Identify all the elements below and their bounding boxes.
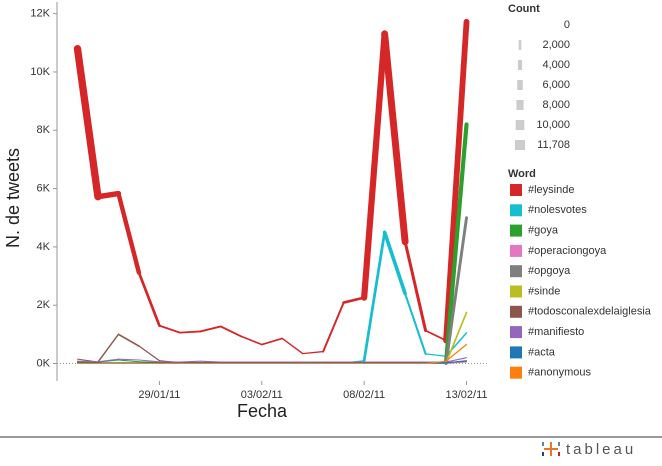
legend-label: #goya (528, 225, 559, 237)
line-segment (260, 337, 284, 346)
x-tick-label: 29/01/11 (138, 389, 180, 401)
line-segment (443, 122, 469, 365)
line-segment (97, 358, 119, 363)
color-legend-title: Word (508, 168, 536, 180)
line-segment (443, 18, 470, 344)
line-segment (240, 335, 263, 346)
legend-swatch (510, 346, 522, 359)
legend-label: #todosconalexdelaiglesia (528, 306, 652, 318)
line-segment (219, 325, 243, 338)
legend-swatch (510, 305, 522, 318)
line-segment (138, 345, 161, 362)
line-segment (381, 30, 409, 246)
line-segment (302, 350, 324, 355)
y-axis-title: N. de tweets (3, 148, 23, 248)
series (76, 360, 468, 364)
y-tick-label: 10K (30, 66, 50, 78)
line-segment (158, 324, 181, 334)
legend-swatch (510, 204, 522, 217)
legend-swatch (510, 366, 522, 379)
line-segment (444, 216, 468, 365)
line-segment (362, 230, 387, 362)
line-segment (116, 191, 142, 275)
line-segment (138, 361, 160, 363)
x-tick-label: 08/02/11 (343, 389, 385, 401)
line-segment (117, 333, 140, 347)
legend-label: #manifiesto (528, 326, 584, 338)
line-segment (424, 329, 447, 342)
line-segment (76, 360, 99, 363)
size-legend-label: 6,000 (542, 79, 570, 91)
line-segment (322, 301, 345, 353)
line-segment (445, 357, 468, 363)
line-segment (199, 325, 222, 333)
legend-swatch (510, 244, 522, 257)
y-tick-label: 2K (37, 299, 51, 311)
y-tick-label: 0K (37, 357, 51, 369)
size-legend-label: 8,000 (542, 99, 570, 111)
line-segment (117, 358, 140, 361)
series (73, 18, 470, 355)
size-legend-label: 11,708 (537, 139, 570, 151)
line-segment (445, 343, 468, 362)
logo-text: tableau (566, 441, 636, 458)
line-segment (382, 230, 407, 296)
x-tick-label: 03/02/11 (241, 389, 283, 401)
legend-swatch (510, 184, 522, 196)
line-segment (342, 296, 366, 304)
legend-swatch (510, 285, 522, 298)
size-legend-label: 2,000 (542, 39, 570, 51)
legend-swatch (510, 326, 522, 339)
legend-label: #nolesvotes (528, 204, 587, 216)
legend-label: #opgoya (528, 265, 571, 277)
legend-label: #operaciongoya (528, 245, 607, 257)
line-segment (361, 30, 388, 301)
size-legend-label: 0 (564, 19, 570, 31)
logo-mark (542, 442, 560, 456)
legend-swatch (510, 224, 522, 237)
line-segment (403, 240, 428, 333)
size-legend-label: 4,000 (542, 59, 570, 71)
legend-label: #leysinde (528, 184, 574, 196)
line-segment (97, 333, 120, 363)
size-legend-label: 10,000 (536, 119, 570, 131)
line-segment (445, 360, 468, 364)
line-segment (117, 359, 140, 363)
line-segment (178, 330, 202, 334)
line-segment (445, 311, 468, 364)
line-segment (73, 44, 102, 201)
line-segment (137, 271, 161, 327)
line-segment (138, 359, 160, 363)
line-segment (445, 361, 468, 365)
logo: tableau (542, 441, 636, 458)
line-segment (281, 337, 304, 355)
line-segment (199, 360, 222, 363)
y-tick-label: 6K (37, 182, 51, 194)
line-segment (404, 292, 427, 355)
line-segment (179, 360, 201, 363)
x-axis-title: Fecha (237, 401, 288, 421)
y-tick-label: 12K (30, 8, 50, 20)
line-segment (424, 353, 447, 357)
x-tick-label: 13/02/11 (446, 389, 488, 401)
line-segment (95, 190, 122, 200)
legend-label: #anonymous (528, 367, 591, 379)
legend-label: #acta (528, 346, 556, 358)
y-tick-label: 4K (37, 241, 51, 253)
legend-swatch (510, 265, 522, 278)
line-segment (425, 360, 447, 365)
legend-label: #sinde (528, 285, 560, 297)
y-tick-label: 8K (37, 124, 51, 136)
size-legend-title: Count (508, 3, 540, 15)
series (76, 343, 468, 365)
